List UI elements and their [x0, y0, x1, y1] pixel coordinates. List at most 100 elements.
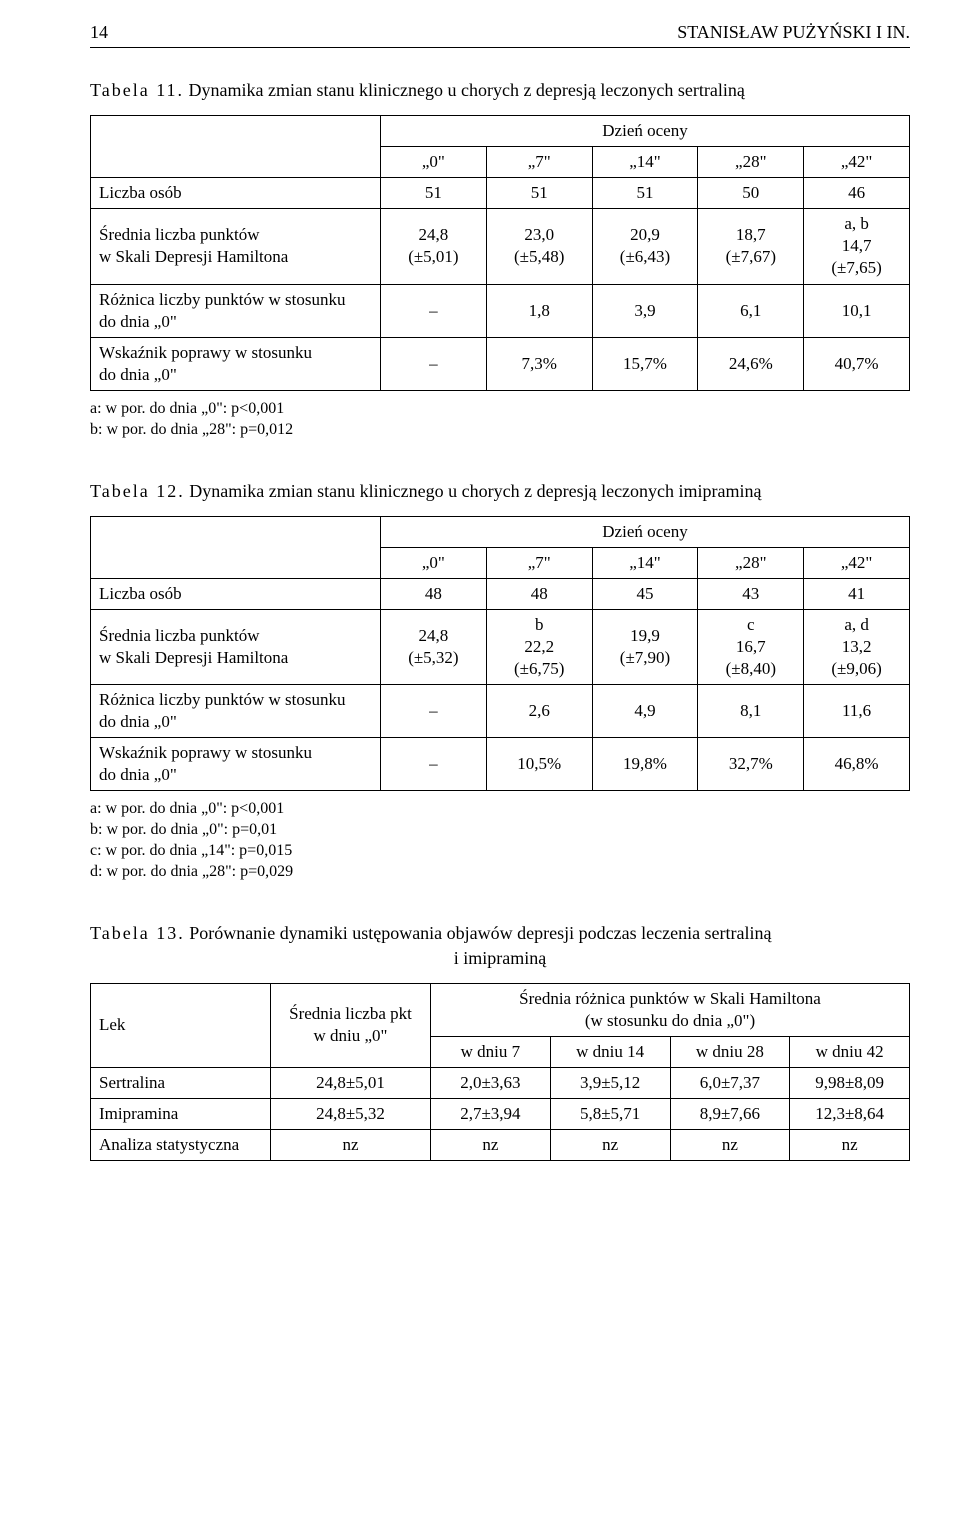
table13-caption-text-line1: Porównanie dynamiki ustępowania objawów …: [189, 923, 771, 943]
table11-footnotes: a: w por. do dnia „0": p<0,001 b: w por.…: [90, 399, 910, 441]
table-row: Analiza statystyczna nz nz nz nz nz: [91, 1130, 910, 1161]
cell: –: [381, 284, 487, 337]
table12-caption: Tabela 12. Dynamika zmian stanu kliniczn…: [90, 481, 910, 502]
cell: 11,6: [804, 685, 910, 738]
cell: 43: [698, 578, 804, 609]
running-header: 14 STANISŁAW PUŻYŃSKI I IN.: [90, 22, 910, 48]
cell: 2,6: [486, 685, 592, 738]
cell: –: [381, 738, 487, 791]
cell: nz: [670, 1130, 790, 1161]
cell: 48: [381, 578, 487, 609]
cell: 3,9: [592, 284, 698, 337]
footnote: a: w por. do dnia „0": p<0,001: [90, 399, 910, 420]
col-header: „7": [486, 147, 592, 178]
table11-caption-text: Dynamika zmian stanu klinicznego u chory…: [189, 80, 745, 100]
table11-day-header: Dzień oceny: [381, 116, 910, 147]
cell: 32,7%: [698, 738, 804, 791]
row-label-idx: Wskaźnik poprawy w stosunkudo dnia „0": [91, 738, 381, 791]
cell: 51: [592, 178, 698, 209]
cell: 6,0±7,37: [670, 1067, 790, 1098]
cell: 48: [486, 578, 592, 609]
stub-empty: [91, 516, 381, 547]
cell: 8,1: [698, 685, 804, 738]
cell: 23,0(±5,48): [486, 209, 592, 284]
subheader: w dniu 42: [790, 1036, 910, 1067]
col-header: „28": [698, 147, 804, 178]
cell-lek: Imipramina: [91, 1099, 271, 1130]
cell: 40,7%: [804, 337, 910, 390]
cell: nz: [431, 1130, 551, 1161]
cell: 15,7%: [592, 337, 698, 390]
cell: 20,9(±6,43): [592, 209, 698, 284]
running-title: STANISŁAW PUŻYŃSKI I IN.: [677, 22, 910, 43]
stub-empty: [91, 547, 381, 578]
cell: 19,8%: [592, 738, 698, 791]
cell: b22,2(±6,75): [486, 609, 592, 684]
col-header: „7": [486, 547, 592, 578]
footnote: d: w por. do dnia „28": p=0,029: [90, 862, 910, 883]
col-header: „0": [381, 147, 487, 178]
stub-empty: [91, 116, 381, 147]
cell: 10,5%: [486, 738, 592, 791]
cell: a, d13,2(±9,06): [804, 609, 910, 684]
row-label-idx: Wskaźnik poprawy w stosunkudo dnia „0": [91, 337, 381, 390]
footnote: a: w por. do dnia „0": p<0,001: [90, 799, 910, 820]
table12-day-header: Dzień oceny: [381, 516, 910, 547]
cell: 41: [804, 578, 910, 609]
table12: Dzień oceny „0" „7" „14" „28" „42" Liczb…: [90, 516, 910, 792]
document-page: 14 STANISŁAW PUŻYŃSKI I IN. Tabela 11. D…: [0, 0, 960, 1514]
cell: 45: [592, 578, 698, 609]
table11: Dzień oceny „0" „7" „14" „28" „42" Liczb…: [90, 115, 910, 391]
cell: 24,8±5,32: [271, 1099, 431, 1130]
table13-caption-lead: Tabela 13.: [90, 923, 185, 943]
cell: 4,9: [592, 685, 698, 738]
cell: 24,6%: [698, 337, 804, 390]
cell: 3,9±5,12: [550, 1067, 670, 1098]
table-row: Sertralina 24,8±5,01 2,0±3,63 3,9±5,12 6…: [91, 1067, 910, 1098]
cell: 19,9(±7,90): [592, 609, 698, 684]
cell: 9,98±8,09: [790, 1067, 910, 1098]
cell: 51: [486, 178, 592, 209]
page-number: 14: [90, 22, 108, 43]
row-label-diff: Różnica liczby punktów w stosunkudo dnia…: [91, 685, 381, 738]
cell: nz: [271, 1130, 431, 1161]
col-header: „42": [804, 547, 910, 578]
cell: 24,8(±5,32): [381, 609, 487, 684]
col-header: „42": [804, 147, 910, 178]
col-header: „14": [592, 547, 698, 578]
cell: 46: [804, 178, 910, 209]
table12-caption-text: Dynamika zmian stanu klinicznego u chory…: [189, 481, 761, 501]
cell: 10,1: [804, 284, 910, 337]
cell: 24,8(±5,01): [381, 209, 487, 284]
cell: 6,1: [698, 284, 804, 337]
cell: 46,8%: [804, 738, 910, 791]
cell: 7,3%: [486, 337, 592, 390]
cell: nz: [790, 1130, 910, 1161]
table13-caption: Tabela 13. Porównanie dynamiki ustępowan…: [90, 923, 910, 944]
table-row: Imipramina 24,8±5,32 2,7±3,94 5,8±5,71 8…: [91, 1099, 910, 1130]
subheader: w dniu 7: [431, 1036, 551, 1067]
cell: 12,3±8,64: [790, 1099, 910, 1130]
row-label-diff: Różnica liczby punktów w stosunkudo dnia…: [91, 284, 381, 337]
col-header: „28": [698, 547, 804, 578]
col-header: „0": [381, 547, 487, 578]
subheader: w dniu 14: [550, 1036, 670, 1067]
cell: 1,8: [486, 284, 592, 337]
cell: a, b14,7(±7,65): [804, 209, 910, 284]
footnote: b: w por. do dnia „28": p=0,012: [90, 420, 910, 441]
table11-caption-lead: Tabela 11.: [90, 80, 184, 100]
cell: 8,9±7,66: [670, 1099, 790, 1130]
header-lek: Lek: [91, 983, 271, 1067]
cell: 5,8±5,71: [550, 1099, 670, 1130]
table13-caption-line2: i imipraminą: [90, 948, 910, 969]
cell: 2,7±3,94: [431, 1099, 551, 1130]
table12-caption-lead: Tabela 12.: [90, 481, 185, 501]
cell: –: [381, 685, 487, 738]
stub-empty: [91, 147, 381, 178]
cell: nz: [550, 1130, 670, 1161]
cell: –: [381, 337, 487, 390]
row-label-count: Liczba osób: [91, 578, 381, 609]
row-label-mean: Średnia liczba punktóww Skali Depresji H…: [91, 609, 381, 684]
footnote: b: w por. do dnia „0": p=0,01: [90, 820, 910, 841]
table12-footnotes: a: w por. do dnia „0": p<0,001 b: w por.…: [90, 799, 910, 882]
